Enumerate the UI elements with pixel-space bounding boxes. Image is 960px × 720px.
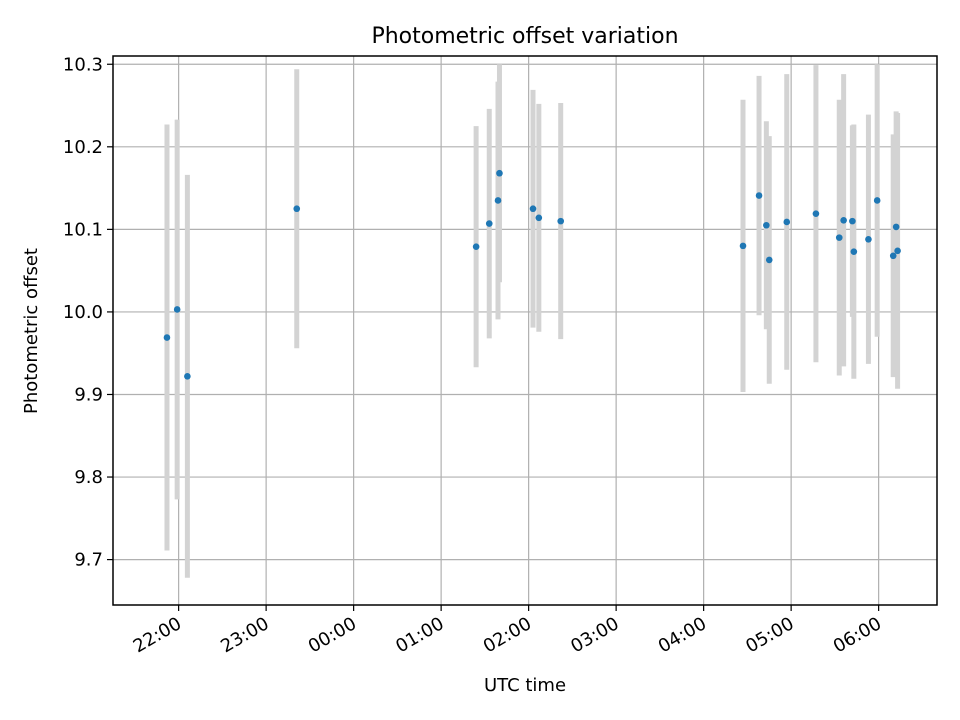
- data-point: [873, 197, 881, 204]
- y-tick-label: 9.7: [74, 550, 103, 571]
- data-point: [835, 234, 843, 241]
- data-point: [894, 247, 901, 255]
- data-point: [763, 221, 770, 229]
- data-point: [485, 220, 493, 227]
- data-point: [755, 192, 763, 199]
- data-point: [849, 217, 856, 225]
- data-point: [496, 169, 503, 177]
- data-point: [472, 243, 480, 251]
- data-point: [163, 334, 171, 341]
- plot-frame: [112, 55, 938, 606]
- y-tick-label: 10.1: [63, 219, 103, 240]
- data-point: [850, 248, 858, 255]
- data-point: [173, 306, 181, 313]
- data-point: [739, 242, 747, 250]
- y-tick-label: 9.9: [74, 384, 103, 405]
- data-point: [889, 252, 897, 260]
- point-layer: [163, 169, 901, 380]
- data-point: [765, 256, 773, 264]
- chart-title: Photometric offset variation: [371, 24, 678, 49]
- data-point: [529, 205, 537, 213]
- data-point: [535, 214, 543, 222]
- x-axis-label: UTC time: [484, 675, 566, 696]
- y-axis-label: Photometric offset: [21, 248, 42, 414]
- data-point: [557, 217, 565, 225]
- data-point: [840, 216, 847, 224]
- data-point: [293, 205, 301, 213]
- y-tick-label: 10.0: [63, 302, 103, 323]
- data-point: [494, 197, 502, 204]
- data-point: [892, 223, 900, 231]
- data-point: [865, 235, 872, 243]
- y-tick-label: 10.3: [63, 54, 103, 75]
- data-point: [812, 210, 820, 217]
- y-tick-label: 10.2: [63, 137, 103, 158]
- data-point: [184, 373, 191, 380]
- y-tick-label: 9.8: [74, 467, 103, 488]
- data-point: [783, 218, 791, 226]
